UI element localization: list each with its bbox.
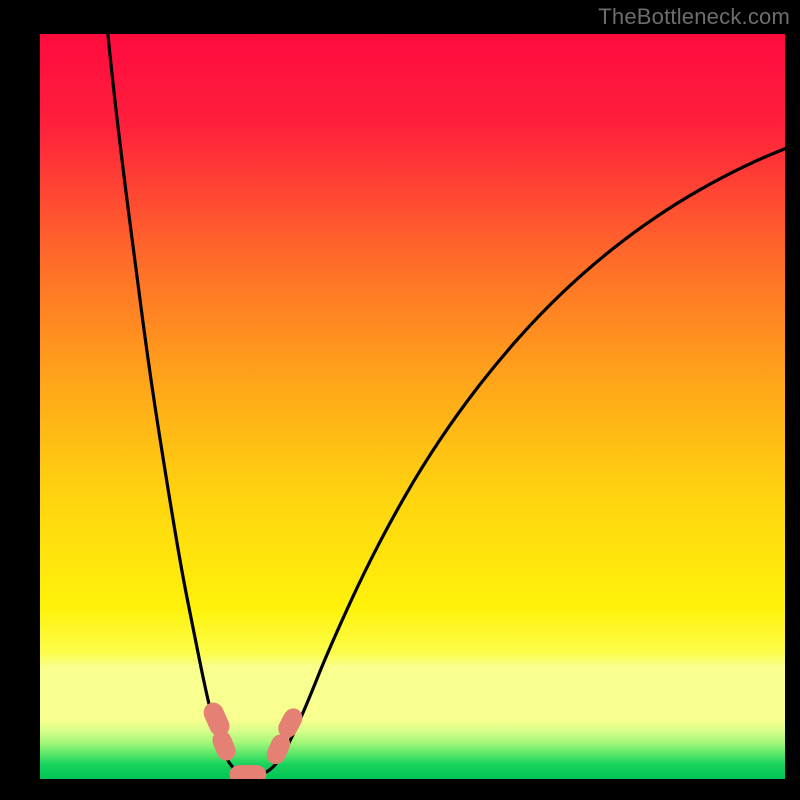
trough-markers bbox=[201, 700, 305, 784]
plot-area bbox=[40, 34, 785, 779]
trough-marker bbox=[230, 766, 266, 784]
curve-layer bbox=[40, 34, 785, 779]
stage: TheBottleneck.com bbox=[0, 0, 800, 800]
watermark-text: TheBottleneck.com bbox=[598, 4, 790, 30]
v-curve bbox=[106, 12, 793, 776]
